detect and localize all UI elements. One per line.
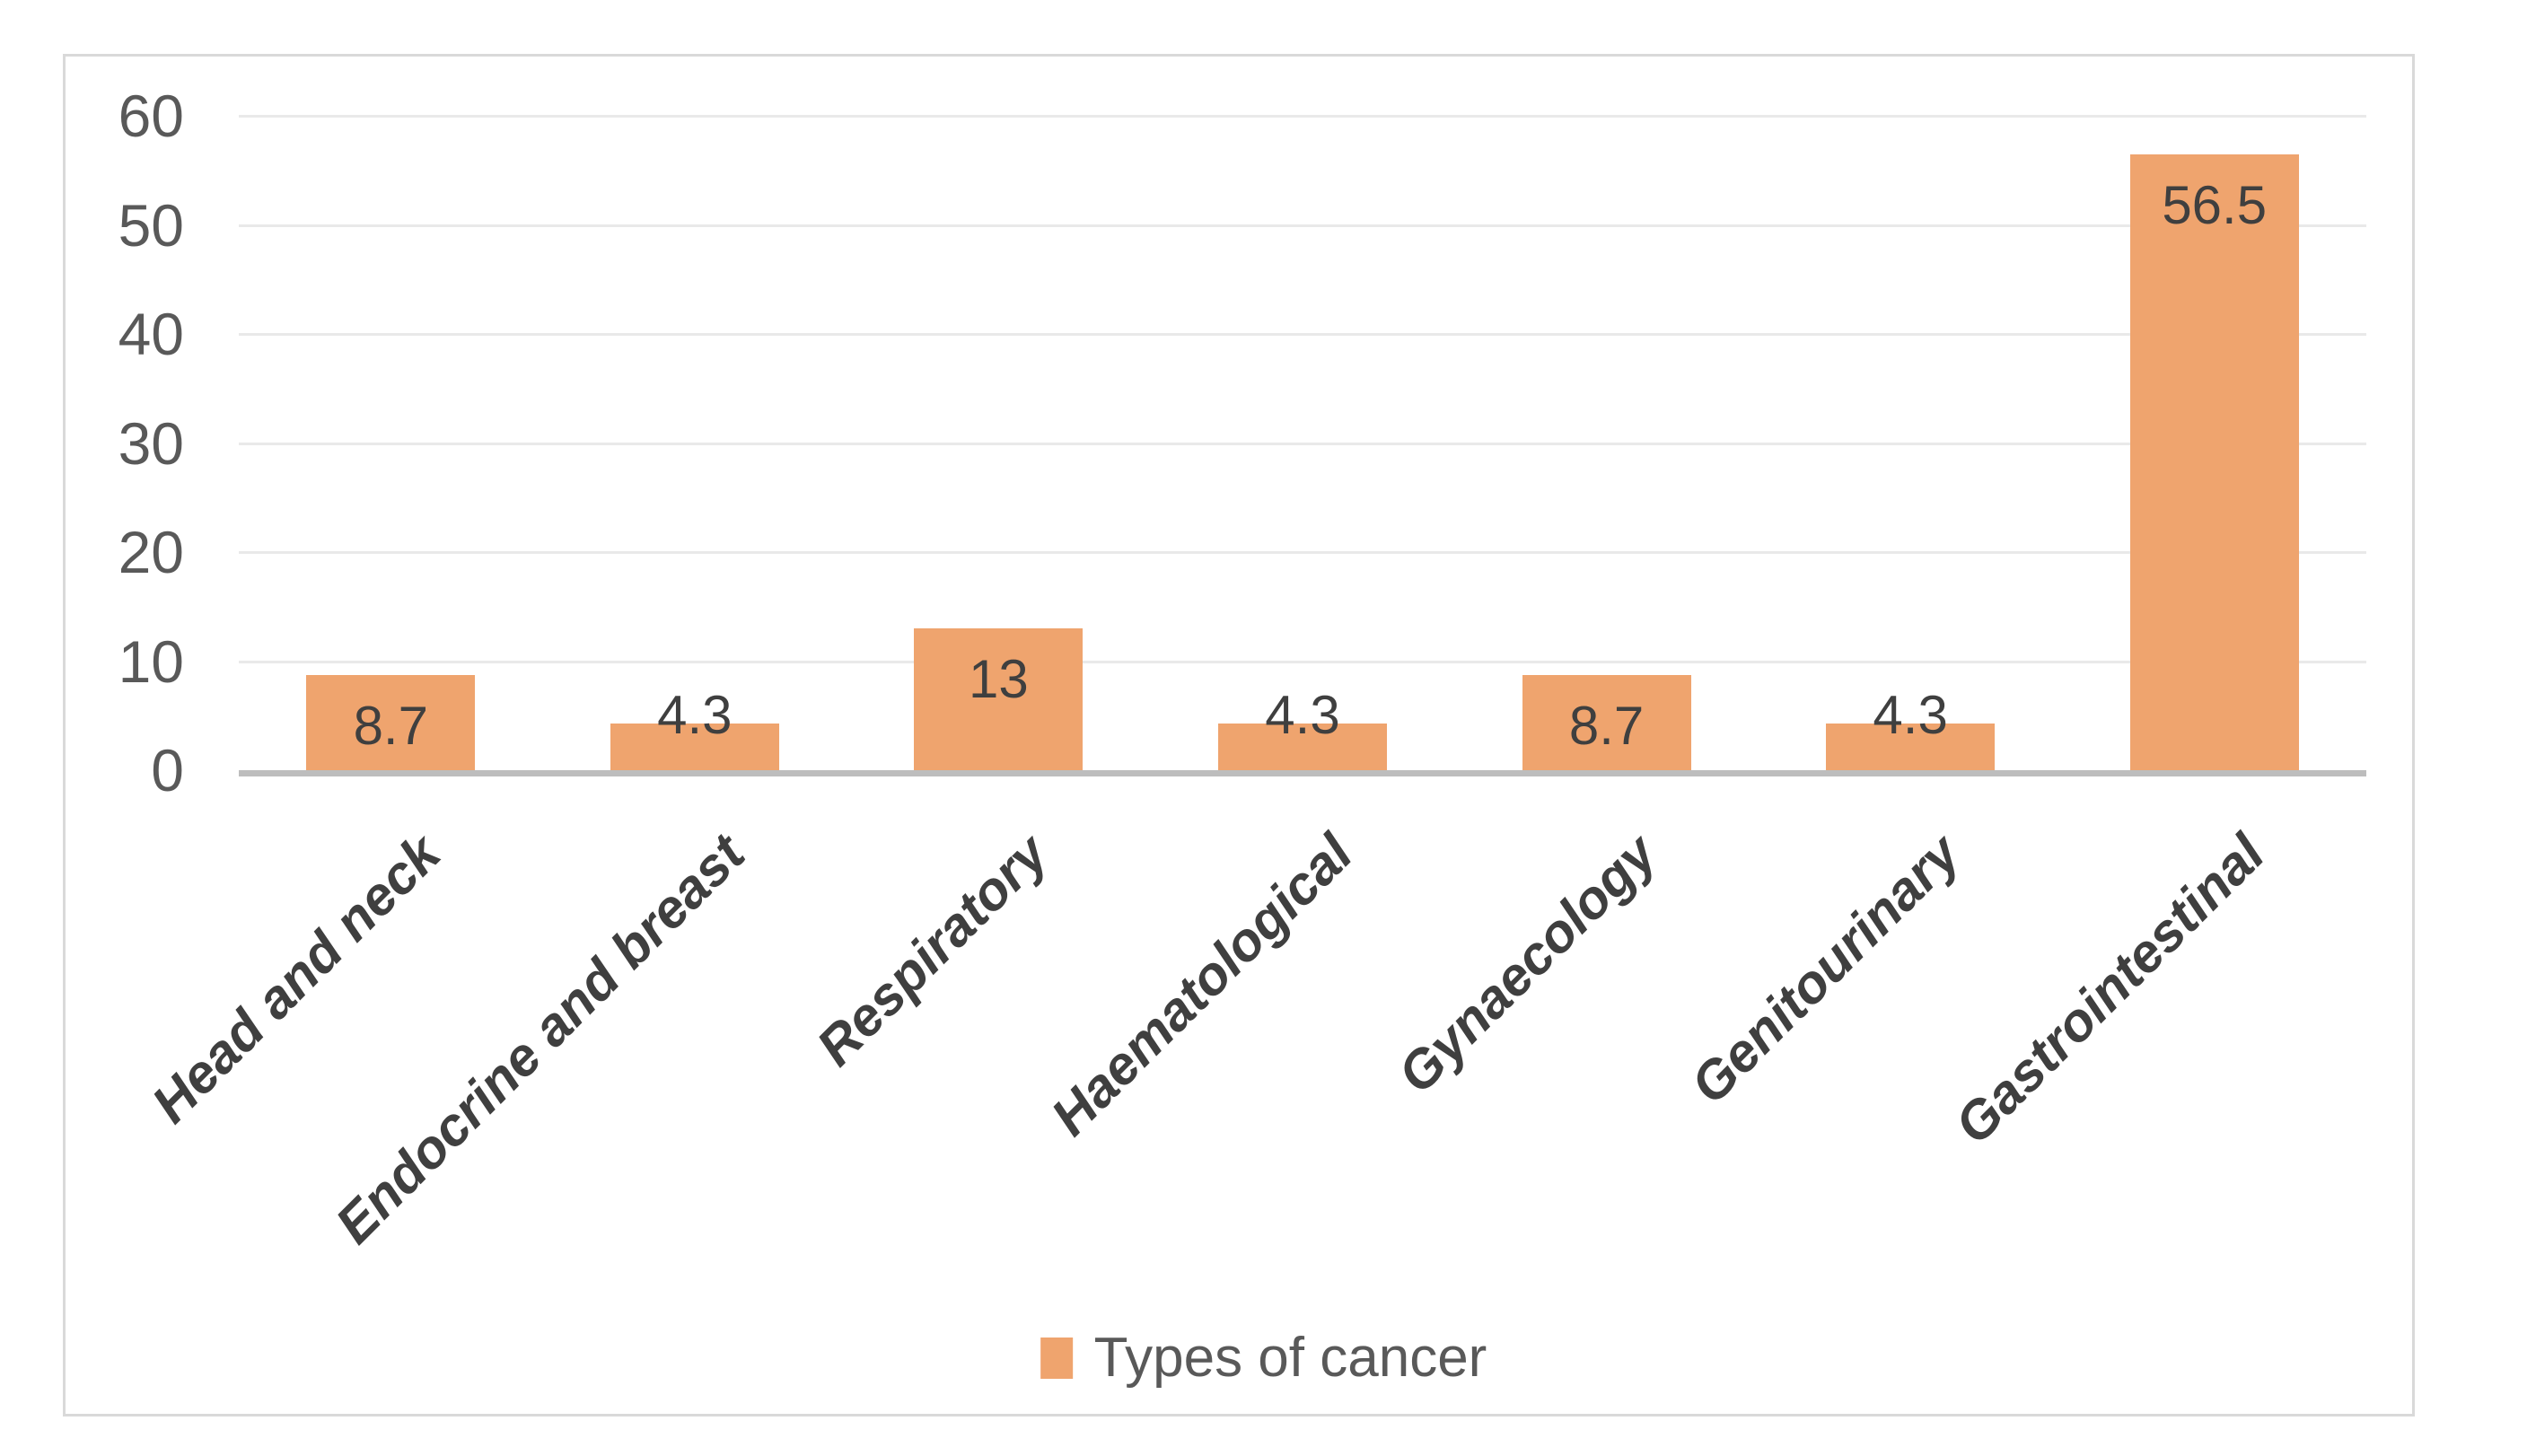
bar bbox=[1826, 723, 1996, 770]
gridline bbox=[239, 660, 2366, 663]
x-axis-line bbox=[239, 770, 2366, 776]
gridline bbox=[239, 333, 2366, 336]
data-label: 8.7 bbox=[353, 696, 428, 757]
y-axis-tick-label: 50 bbox=[118, 191, 184, 259]
bar bbox=[914, 628, 1084, 770]
data-label: 4.3 bbox=[1873, 684, 1948, 745]
data-label: 56.5 bbox=[2162, 174, 2268, 235]
legend-swatch-icon bbox=[1040, 1338, 1073, 1379]
bar bbox=[1218, 723, 1387, 770]
gridline bbox=[239, 115, 2366, 118]
gridline bbox=[239, 224, 2366, 227]
y-axis-tick-label: 20 bbox=[118, 519, 184, 585]
y-axis-tick-label: 60 bbox=[118, 83, 184, 149]
gridline bbox=[239, 551, 2366, 554]
legend: Types of cancer bbox=[1040, 1330, 1487, 1386]
bar bbox=[306, 675, 476, 770]
legend-label: Types of cancer bbox=[1093, 1327, 1487, 1389]
gridline bbox=[239, 442, 2366, 445]
bar bbox=[1522, 675, 1691, 770]
data-label: 4.3 bbox=[1265, 684, 1340, 745]
data-label: 8.7 bbox=[1568, 696, 1645, 757]
data-label: 13 bbox=[969, 649, 1029, 710]
y-axis-tick-label: 30 bbox=[118, 409, 184, 477]
y-axis-tick-label: 0 bbox=[151, 737, 184, 803]
bar bbox=[2129, 153, 2299, 770]
y-axis-tick-label: 10 bbox=[118, 627, 184, 695]
bar bbox=[610, 723, 779, 770]
data-label: 4.3 bbox=[657, 684, 733, 745]
y-axis-tick-label: 40 bbox=[118, 301, 184, 367]
